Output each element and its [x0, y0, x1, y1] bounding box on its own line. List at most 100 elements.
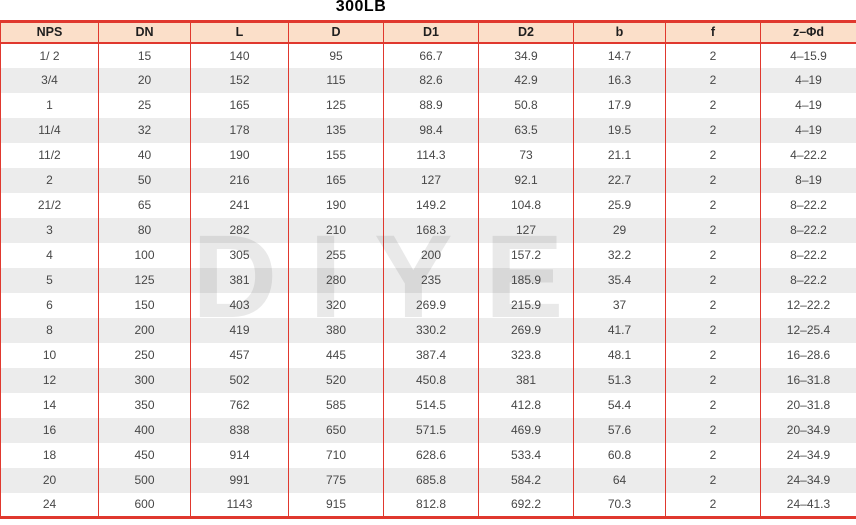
table-cell: 20 — [0, 467, 99, 493]
table-cell: 241 — [190, 192, 289, 218]
table-row: 1 25 165 125 88.9 50.8 17.9 2 4–19 — [0, 92, 856, 118]
table-cell: 17.9 — [573, 92, 666, 118]
table-cell: 178 — [190, 117, 289, 143]
table-cell: 10 — [0, 342, 99, 368]
table-cell: 282 — [190, 217, 289, 243]
table-row: 18 450 914 710 628.6 533.4 60.8 2 24–34.9 — [0, 442, 856, 468]
table-cell: 2 — [665, 42, 761, 68]
table-cell: 135 — [288, 117, 384, 143]
table-cell: 21.1 — [573, 142, 666, 168]
table-cell: 584.2 — [478, 467, 574, 493]
table-row: 16 400 838 650 571.5 469.9 57.6 2 20–34.9 — [0, 417, 856, 443]
table-cell: 571.5 — [383, 417, 479, 443]
table-cell: 685.8 — [383, 467, 479, 493]
table-row: 3 80 282 210 168.3 127 29 2 8–22.2 — [0, 217, 856, 243]
table-cell: 42.9 — [478, 67, 574, 93]
table-cell: 8–22.2 — [760, 267, 856, 293]
table-cell: 4–22.2 — [760, 142, 856, 168]
table-cell: 29 — [573, 217, 666, 243]
table-cell: 3 — [0, 217, 99, 243]
table-cell: 2 — [665, 242, 761, 268]
table-cell: 215.9 — [478, 292, 574, 318]
table-cell: 2 — [665, 167, 761, 193]
table-cell: 127 — [383, 167, 479, 193]
table-cell: 3/4 — [0, 67, 99, 93]
table-cell: 323.8 — [478, 342, 574, 368]
table-cell: 35.4 — [573, 267, 666, 293]
table-cell: 585 — [288, 392, 384, 418]
table-cell: 991 — [190, 467, 289, 493]
table-cell: 24–34.9 — [760, 442, 856, 468]
table-cell: 692.2 — [478, 492, 574, 519]
table-cell: 280 — [288, 267, 384, 293]
table-cell: 8 — [0, 317, 99, 343]
table-cell: 57.6 — [573, 417, 666, 443]
table-cell: 514.5 — [383, 392, 479, 418]
table-cell: 51.3 — [573, 367, 666, 393]
table-cell: 2 — [665, 117, 761, 143]
table-cell: 8–22.2 — [760, 242, 856, 268]
table-cell: 419 — [190, 317, 289, 343]
table-cell: 16.3 — [573, 67, 666, 93]
table-cell: 60.8 — [573, 442, 666, 468]
table-cell: 37 — [573, 292, 666, 318]
table-cell: 500 — [98, 467, 191, 493]
table-cell: 1 — [0, 92, 99, 118]
table-cell: 65 — [98, 192, 191, 218]
table-cell: 2 — [665, 417, 761, 443]
table-cell: 54.4 — [573, 392, 666, 418]
table-row: 14 350 762 585 514.5 412.8 54.4 2 20–31.8 — [0, 392, 856, 418]
table-cell: 12–25.4 — [760, 317, 856, 343]
table-cell: 4–19 — [760, 117, 856, 143]
column-header-dn: DN — [98, 20, 191, 44]
table-cell: 88.9 — [383, 92, 479, 118]
table-cell: 450.8 — [383, 367, 479, 393]
table-cell: 350 — [98, 392, 191, 418]
table-cell: 2 — [665, 292, 761, 318]
table-cell: 18 — [0, 442, 99, 468]
table-cell: 628.6 — [383, 442, 479, 468]
table-cell: 650 — [288, 417, 384, 443]
table-cell: 450 — [98, 442, 191, 468]
table-cell: 95 — [288, 42, 384, 68]
table-row: 3/4 20 152 115 82.6 42.9 16.3 2 4–19 — [0, 67, 856, 93]
table-body: 1/ 2 15 140 95 66.7 34.9 14.7 2 4–15.9 3/4 20 152 11… — [0, 42, 856, 519]
table-cell: 11/2 — [0, 142, 99, 168]
table-cell: 125 — [98, 267, 191, 293]
table-cell: 11/4 — [0, 117, 99, 143]
table-cell: 387.4 — [383, 342, 479, 368]
table-cell: 190 — [288, 192, 384, 218]
table-cell: 157.2 — [478, 242, 574, 268]
table-cell: 1143 — [190, 492, 289, 519]
table-row: 20 500 991 775 685.8 584.2 64 2 24–34.9 — [0, 467, 856, 493]
table-cell: 50 — [98, 167, 191, 193]
table-cell: 269.9 — [478, 317, 574, 343]
dimension-table: NPS DN L D D1 D2 b f z–Φd 1/ 2 15 140 95 66.… — [0, 20, 856, 519]
table-cell: 34.9 — [478, 42, 574, 68]
column-header-l: L — [190, 20, 289, 44]
table-row: 12 300 502 520 450.8 381 51.3 2 16–31.8 — [0, 367, 856, 393]
column-header-b: b — [573, 20, 666, 44]
table-cell: 16–28.6 — [760, 342, 856, 368]
table-cell: 80 — [98, 217, 191, 243]
table-cell: 2 — [665, 442, 761, 468]
column-header-d1: D1 — [383, 20, 479, 44]
table-cell: 150 — [98, 292, 191, 318]
table-row: 5 125 381 280 235 185.9 35.4 2 8–22.2 — [0, 267, 856, 293]
table-cell: 63.5 — [478, 117, 574, 143]
table-cell: 190 — [190, 142, 289, 168]
table-row: 21/2 65 241 190 149.2 104.8 25.9 2 8–22.2 — [0, 192, 856, 218]
table-cell: 168.3 — [383, 217, 479, 243]
table-cell: 381 — [478, 367, 574, 393]
table-cell: 4–19 — [760, 92, 856, 118]
table-cell: 50.8 — [478, 92, 574, 118]
table-cell: 16 — [0, 417, 99, 443]
table-cell: 48.1 — [573, 342, 666, 368]
table-cell: 2 — [665, 267, 761, 293]
table-cell: 305 — [190, 242, 289, 268]
table-row: 11/4 32 178 135 98.4 63.5 19.5 2 4–19 — [0, 117, 856, 143]
table-cell: 600 — [98, 492, 191, 519]
table-cell: 24–34.9 — [760, 467, 856, 493]
table-cell: 185.9 — [478, 267, 574, 293]
table-cell: 2 — [665, 92, 761, 118]
